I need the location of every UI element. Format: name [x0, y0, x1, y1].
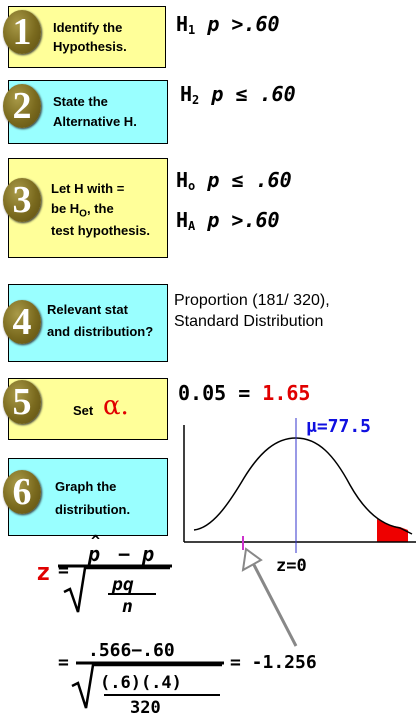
- ha-subscript: A: [188, 219, 196, 233]
- ho-expression: p ≤ .60: [207, 168, 292, 192]
- z-equals: =: [58, 560, 69, 581]
- pq-numerator: pq: [112, 574, 134, 595]
- step-5-number-badge: 5: [3, 380, 41, 424]
- h2-expression: p ≤ .60: [211, 82, 296, 106]
- step-2-line-1: State the: [53, 94, 108, 109]
- step-1-line-2: Hypothesis.: [53, 39, 127, 54]
- step-3-the: , the: [86, 201, 114, 216]
- step-5-alpha-symbol: α.: [103, 391, 129, 421]
- hypothesis-ha: HA p >.60: [176, 208, 280, 233]
- h2-letter: H: [180, 82, 193, 106]
- mean-label: μ=77.5: [306, 416, 372, 437]
- critical-value: 1.65: [262, 381, 311, 405]
- step-6-box: Graph the distribution.: [8, 458, 168, 536]
- pq-values: (.6)(.4): [100, 673, 182, 693]
- stat-line-2: Standard Distribution: [174, 313, 324, 330]
- hypothesis-h1: H1 p >.60: [176, 12, 280, 37]
- step-5-set: Set: [73, 403, 94, 418]
- step-6-line-2: distribution.: [55, 502, 131, 517]
- step-2-line-2: Alternative H.: [53, 114, 137, 129]
- z-radical: [63, 566, 170, 613]
- n-value: 320: [130, 698, 161, 718]
- hypothesis-h2: H2 p ≤ .60: [180, 82, 296, 107]
- step-3-number-badge: 3: [3, 178, 41, 222]
- step-2-number-badge: 2: [3, 84, 41, 128]
- pointer-arrow-head: [241, 547, 263, 572]
- pointer-arrow-shaft: [251, 562, 298, 647]
- bell-curve: [193, 437, 413, 535]
- step-1-line-1: Identify the: [53, 20, 123, 35]
- z-symbol: z: [36, 558, 51, 586]
- z-result: = -1.256: [230, 652, 317, 673]
- h1-expression: p >.60: [207, 12, 280, 36]
- ho-subscript: o: [188, 179, 196, 193]
- rejection-region: [377, 519, 408, 542]
- stat-line-1: Proportion (181/ 320),: [174, 292, 330, 309]
- step-3-be-h: be H: [51, 201, 80, 216]
- second-equals: =: [58, 652, 69, 673]
- hypothesis-ho: Ho p ≤ .60: [176, 168, 292, 193]
- ho-letter: H: [176, 168, 189, 192]
- ha-letter: H: [176, 208, 189, 232]
- step-3-line-2: be HO, the: [51, 199, 114, 224]
- step-6-number-badge: 6: [3, 470, 41, 514]
- step-4-line-1: Relevant stat: [47, 302, 128, 317]
- second-radical: [71, 663, 222, 709]
- step-3-line-3: test hypothesis.: [51, 223, 150, 238]
- step-3-line-1: Let H with =: [51, 181, 125, 196]
- n-denominator: n: [122, 596, 133, 617]
- h2-subscript: 2: [192, 93, 200, 107]
- alpha-level: 0.05 =: [178, 381, 251, 405]
- alpha-value: 0.05 = 1.65: [178, 381, 310, 405]
- step-4-number-badge: 4: [3, 300, 41, 344]
- ha-expression: p >.60: [207, 208, 280, 232]
- step-4-line-2: and distribution?: [47, 324, 154, 339]
- step-1-number-badge: 1: [3, 10, 41, 54]
- minus-p: − p: [118, 542, 155, 566]
- h1-subscript: 1: [188, 23, 196, 37]
- p-hat-caret: ^: [91, 532, 101, 550]
- step-3-sub-o: O: [79, 208, 87, 220]
- z-zero-label: z=0: [276, 556, 307, 576]
- p-hat: p: [88, 542, 101, 566]
- step-6-line-1: Graph the: [55, 479, 117, 494]
- h1-letter: H: [176, 12, 189, 36]
- second-numerator: .566−.60: [88, 640, 175, 661]
